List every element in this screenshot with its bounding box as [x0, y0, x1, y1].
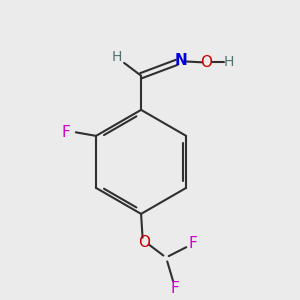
Text: O: O — [200, 55, 212, 70]
Text: N: N — [174, 53, 187, 68]
Text: O: O — [138, 235, 150, 250]
Text: F: F — [61, 125, 70, 140]
Text: H: H — [224, 55, 234, 69]
Text: F: F — [171, 281, 180, 296]
Text: F: F — [189, 236, 197, 251]
Text: H: H — [111, 50, 122, 64]
